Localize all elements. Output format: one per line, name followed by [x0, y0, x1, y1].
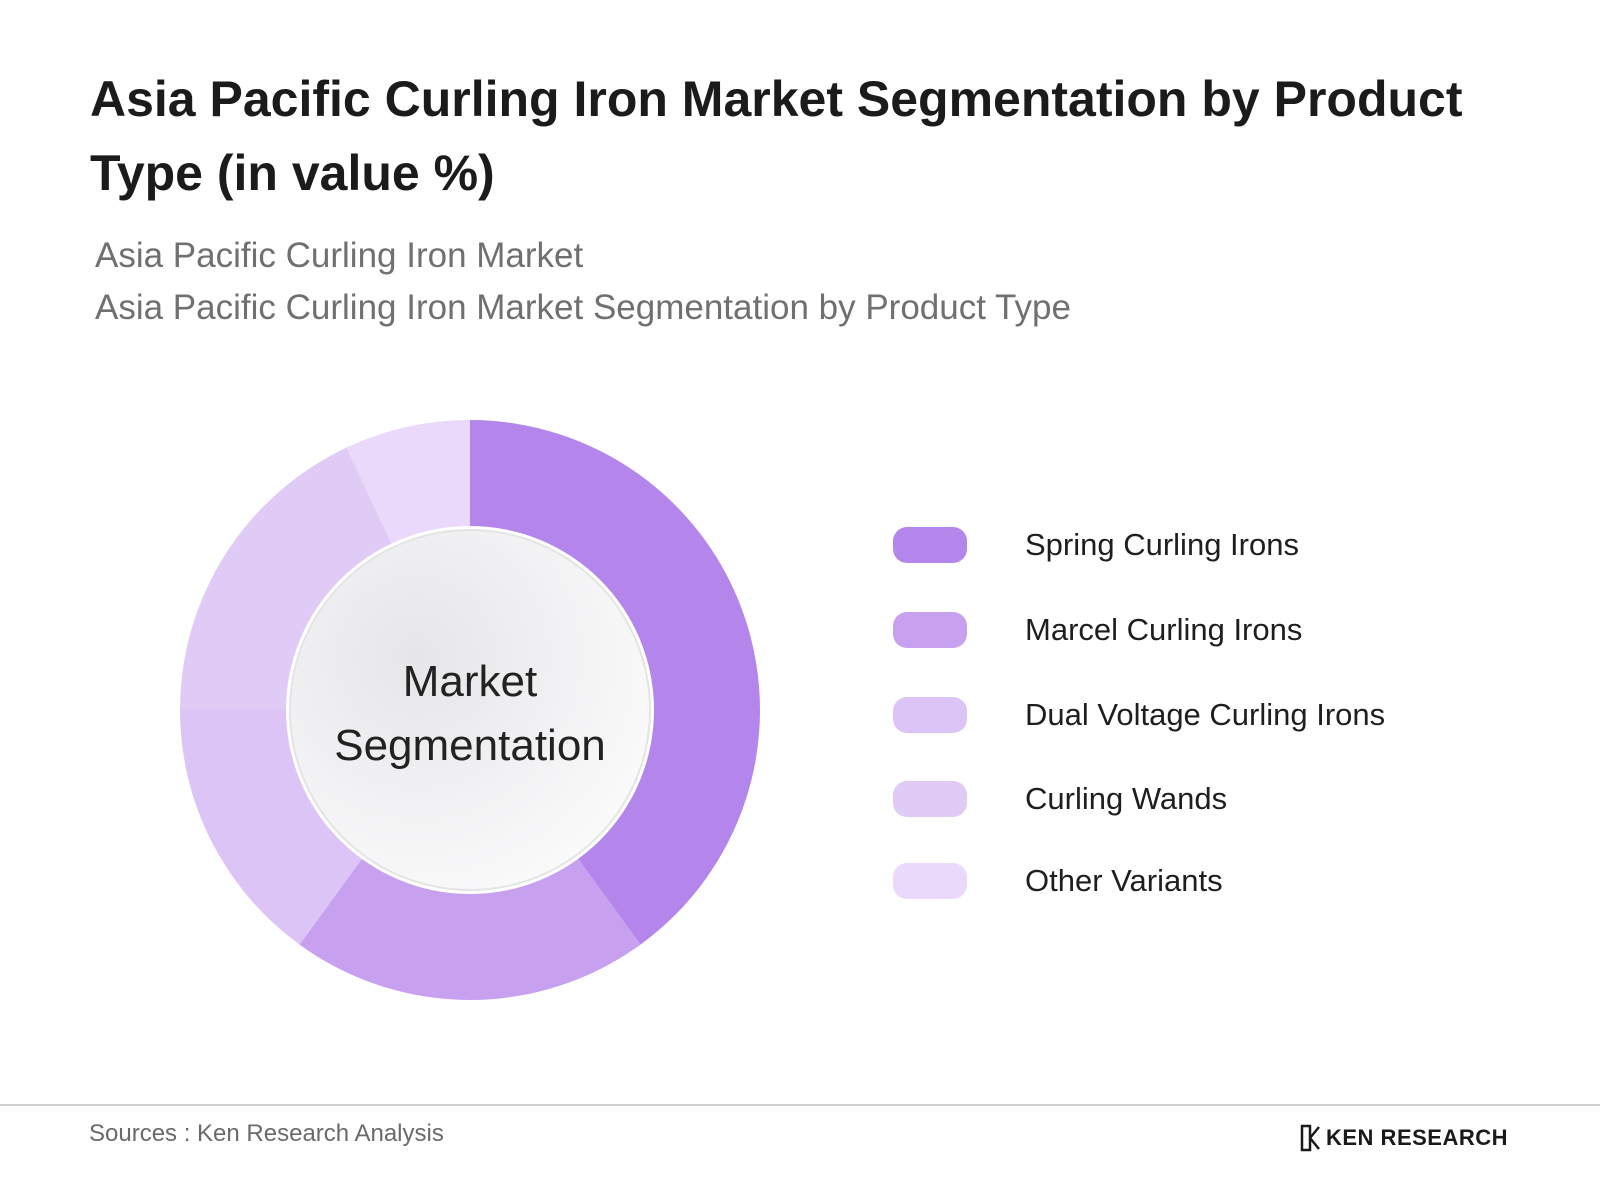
- legend-label: Spring Curling Irons: [1025, 527, 1299, 562]
- center-label-line1: Market: [402, 657, 538, 706]
- ken-research-logo-text: KEN RESEARCH: [1326, 1125, 1509, 1150]
- legend-swatch: [893, 781, 967, 817]
- legend-item-marcel-curling-irons: Marcel Curling Irons: [893, 610, 1513, 650]
- legend-item-dual-voltage-curling-irons: Dual Voltage Curling Irons: [893, 695, 1513, 735]
- legend-label: Curling Wands: [1025, 781, 1228, 816]
- donut-chart: [180, 420, 760, 1000]
- legend-swatch: [893, 863, 967, 899]
- legend-item-other-variants: Other Variants: [893, 861, 1513, 901]
- center-label-line2: Segmentation: [334, 721, 606, 770]
- source-note: Sources : Ken Research Analysis: [89, 1120, 444, 1147]
- legend-swatch: [893, 527, 967, 563]
- legend-swatch: [893, 697, 967, 733]
- donut-center-label: Market Segmentation: [290, 650, 650, 778]
- legend-label: Marcel Curling Irons: [1025, 612, 1303, 647]
- legend-label: Dual Voltage Curling Irons: [1025, 697, 1386, 732]
- legend-item-curling-wands: Curling Wands: [893, 779, 1513, 819]
- legend-label: Other Variants: [1025, 863, 1223, 898]
- ken-research-logo-icon: [1300, 1124, 1320, 1152]
- chart-subtitle-line2: Asia Pacific Curling Iron Market Segment…: [95, 288, 1071, 327]
- footer-divider: [0, 1104, 1600, 1106]
- legend-item-spring-curling-irons: Spring Curling Irons: [893, 525, 1513, 565]
- legend-swatch: [893, 612, 967, 648]
- donut-center-disc: [289, 529, 651, 891]
- chart-title: Asia Pacific Curling Iron Market Segment…: [90, 71, 1463, 201]
- chart-subtitle-line1: Asia Pacific Curling Iron Market: [95, 236, 584, 275]
